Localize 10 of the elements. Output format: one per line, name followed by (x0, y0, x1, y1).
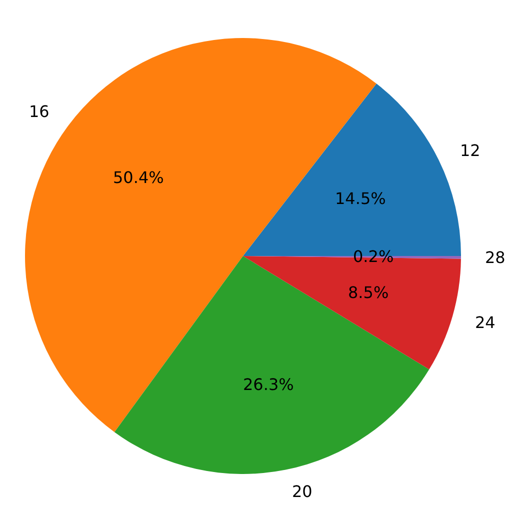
data-label: 14.5% (335, 189, 386, 208)
slice-label: 16 (29, 102, 50, 121)
slice-label: 28 (485, 248, 506, 267)
data-label: 50.4% (113, 168, 164, 187)
slice-label: 24 (475, 313, 496, 332)
data-label: 0.2% (353, 247, 394, 266)
data-label: 8.5% (348, 283, 389, 302)
slice-label: 12 (460, 141, 480, 160)
slice-label: 20 (292, 482, 312, 501)
data-label: 26.3% (243, 375, 294, 394)
